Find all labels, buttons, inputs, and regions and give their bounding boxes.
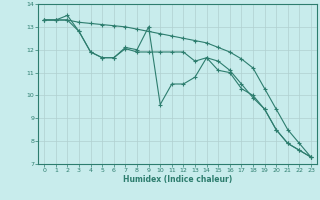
X-axis label: Humidex (Indice chaleur): Humidex (Indice chaleur) bbox=[123, 175, 232, 184]
